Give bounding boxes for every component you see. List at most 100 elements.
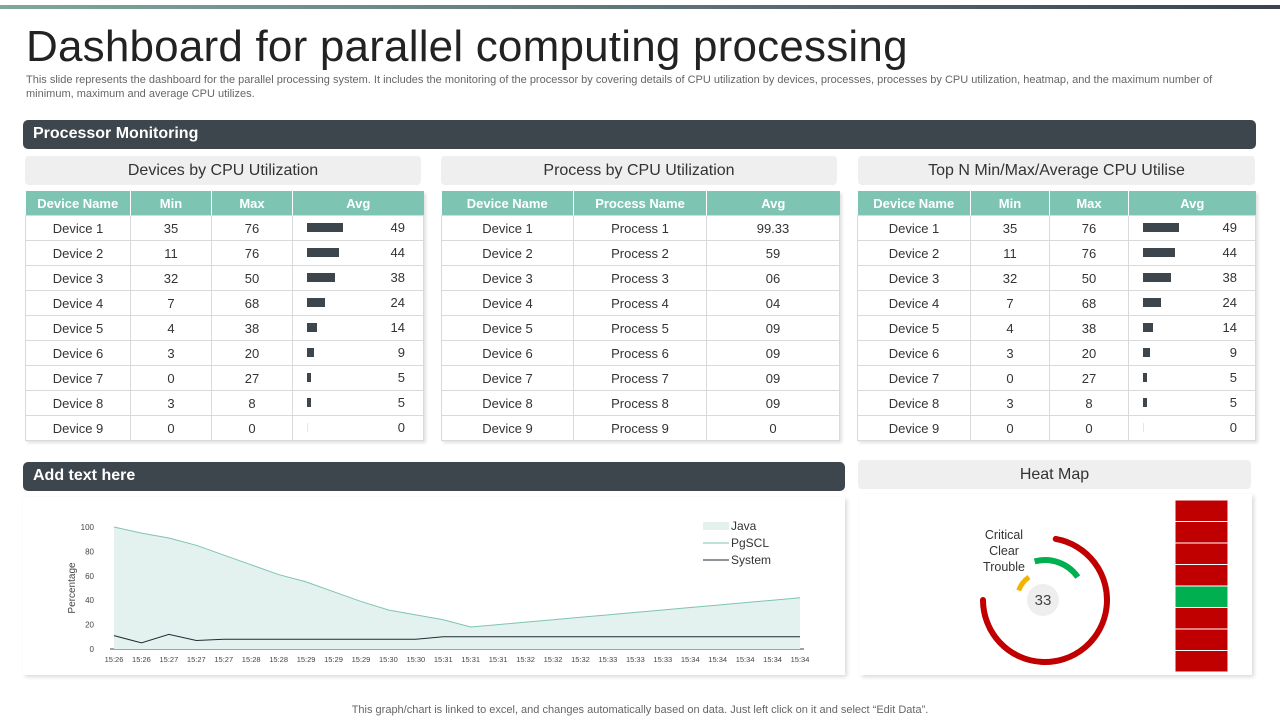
column-header-device-name[interactable]: Device Name [857,191,971,216]
value-cell: 20 [211,340,293,366]
device-name-cell: Device 3 [25,265,131,291]
avg-value: 38 [1222,270,1237,285]
device-name-cell: Device 4 [857,290,971,316]
topn-table-title: Top N Min/Max/Average CPU Utilise [858,156,1255,185]
avg-bar [1143,398,1147,407]
value-cell: 0 [970,365,1050,391]
column-header-avg[interactable]: Avg [292,191,424,216]
avg-bar [1143,223,1179,232]
heat-cell-critical [1174,499,1229,522]
value-cell: Process 4 [573,290,707,316]
legend-label-system: System [731,553,771,567]
avg-bar [1143,323,1154,332]
avg-bar [1143,273,1171,282]
column-header-min[interactable]: Min [130,191,212,216]
x-tick-label: 15:33 [599,655,618,664]
heat-center-value: 33 [1035,592,1052,609]
table-row: Device 4 7 68 24 [25,290,424,316]
table-row: Device 1 35 76 49 [857,215,1256,241]
heat-cell-critical [1174,628,1229,651]
series-area-java [114,527,800,649]
value-cell: 99.33 [706,215,840,241]
avg-cell: 24 [292,290,424,316]
x-tick-label: 15:29 [352,655,371,664]
column-header-process-name[interactable]: Process Name [573,191,707,216]
x-tick-label: 15:28 [242,655,261,664]
y-tick-label: 60 [85,572,94,581]
avg-cell: 49 [1128,215,1256,241]
device-name-cell: Device 7 [441,365,574,391]
table-row: Device 6 3 20 9 [857,340,1256,366]
column-header-device-name[interactable]: Device Name [441,191,574,216]
value-cell: 68 [211,290,293,316]
avg-bar [1143,298,1161,307]
value-cell: 09 [706,340,840,366]
heat-cell-critical [1174,650,1229,673]
device-name-cell: Device 2 [441,240,574,266]
value-cell: 0 [970,415,1050,441]
avg-cell: 38 [292,265,424,291]
column-header-min[interactable]: Min [970,191,1050,216]
series-line-pgscl [113,526,801,628]
table-row: Device 3 32 50 38 [857,265,1256,291]
page-title: Dashboard for parallel computing process… [26,22,908,71]
footer-note: This graph/chart is linked to excel, and… [351,704,929,716]
x-tick-label: 15:33 [626,655,645,664]
avg-cell: 5 [292,390,424,416]
column-header-max[interactable]: Max [211,191,293,216]
avg-cell: 5 [1128,365,1256,391]
value-cell: 76 [211,240,293,266]
x-tick-label: 15:31 [461,655,480,664]
table-row: Device 7 0 27 5 [857,365,1256,391]
avg-cell: 14 [292,315,424,341]
column-header-avg[interactable]: Avg [1128,191,1256,216]
avg-value: 9 [397,345,405,360]
column-header-avg[interactable]: Avg [706,191,840,216]
heat-cell-critical [1174,542,1229,565]
avg-bar [307,298,325,307]
value-cell: 7 [970,290,1050,316]
value-cell: 06 [706,265,840,291]
device-name-cell: Device 7 [857,365,971,391]
value-cell: 0 [1049,415,1129,441]
value-cell: 11 [970,240,1050,266]
heat-cell-clear [1174,585,1229,608]
avg-value: 5 [397,395,405,410]
device-name-cell: Device 4 [25,290,131,316]
device-name-cell: Device 8 [441,390,574,416]
legend-label-pgscl: PgSCL [731,536,769,550]
x-tick-label: 15:31 [489,655,508,664]
series-line-system [113,633,800,644]
process-cpu-table: Device Name Process Name Avg Device 1 Pro… [441,191,840,441]
value-cell: Process 6 [573,340,707,366]
x-tick-label: 15:34 [681,655,700,664]
avg-value: 49 [1222,220,1237,235]
column-header-device-name[interactable]: Device Name [25,191,131,216]
value-cell: 35 [970,215,1050,241]
table-row: Device 1 Process 1 99.33 [441,215,840,241]
value-cell: 3 [970,390,1050,416]
avg-bar [307,323,318,332]
value-cell: 76 [211,215,293,241]
value-cell: Process 2 [573,240,707,266]
value-cell: 27 [1049,365,1129,391]
avg-cell: 44 [1128,240,1256,266]
x-tick-label: 15:29 [324,655,343,664]
avg-cell: 0 [1128,415,1256,441]
value-cell: 38 [211,315,293,341]
y-tick-label: 20 [85,621,94,630]
table-row: Device 7 0 27 5 [25,365,424,391]
value-cell: 27 [211,365,293,391]
avg-bar [1143,248,1176,257]
x-tick-label: 15:34 [708,655,727,664]
value-cell: 35 [130,215,212,241]
column-header-max[interactable]: Max [1049,191,1129,216]
add-text-header: Add text here [23,462,845,491]
y-tick-label: 40 [85,596,94,605]
avg-cell: 49 [292,215,424,241]
avg-cell: 44 [292,240,424,266]
value-cell: Process 3 [573,265,707,291]
avg-value: 0 [397,420,405,435]
heat-legend-trouble: Trouble [983,560,1025,574]
